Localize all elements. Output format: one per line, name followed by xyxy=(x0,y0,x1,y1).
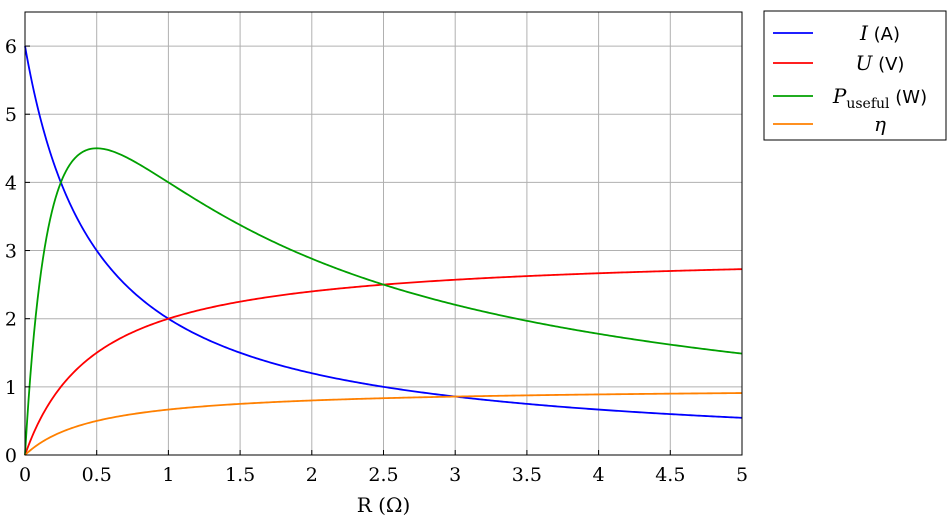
efficiency-series-line xyxy=(24,392,743,456)
x-axis-label: R (Ω) xyxy=(357,493,411,517)
legend-symbol: U xyxy=(856,51,874,75)
x-tick-label: 5 xyxy=(736,464,748,486)
legend-label: I (A) xyxy=(859,21,900,45)
y-tick-label: 4 xyxy=(5,172,17,194)
x-tick-label: 3.5 xyxy=(512,464,542,486)
legend-label: η xyxy=(874,112,886,136)
grid xyxy=(24,12,743,456)
x-tick-label: 1 xyxy=(162,464,174,486)
x-tick-label: 4 xyxy=(593,464,605,486)
x-tick-label: 2.5 xyxy=(368,464,398,486)
legend-symbol: η xyxy=(874,112,886,136)
current-series-line xyxy=(24,45,743,419)
series-lines xyxy=(24,45,743,456)
x-tick-label: 4.5 xyxy=(655,464,685,486)
legend-box xyxy=(763,10,947,141)
x-tick-label: 2 xyxy=(306,464,318,486)
legend-unit: (W) xyxy=(890,87,928,108)
legend-symbol: P xyxy=(832,84,847,108)
y-tick-label: 2 xyxy=(5,309,17,331)
legend: I (A) U (V) Puseful (W)η xyxy=(763,10,947,141)
y-tick-label: 3 xyxy=(5,241,17,263)
x-tick-label: 0 xyxy=(19,464,31,486)
legend-unit: (A) xyxy=(868,24,900,45)
x-tick-label: 3 xyxy=(449,464,461,486)
legend-subscript: useful xyxy=(846,96,890,112)
legend-label: U (V) xyxy=(856,51,905,75)
power-series-line xyxy=(24,147,743,456)
y-tick-label: 1 xyxy=(5,377,17,399)
y-tick-label: 5 xyxy=(5,104,17,126)
x-tick-labels: 0 0.5 1 1.5 2 2.5 3 3.5 4 4.5 5 xyxy=(19,450,748,486)
legend-symbol: I xyxy=(859,21,869,45)
y-tick-labels: 0 1 2 3 4 5 6 xyxy=(5,36,30,467)
x-tick-label: 0.5 xyxy=(82,464,112,486)
legend-label: Puseful (W) xyxy=(832,84,927,112)
y-tick-label: 6 xyxy=(5,36,17,58)
x-tick-label: 1.5 xyxy=(225,464,255,486)
y-tick-label: 0 xyxy=(5,445,17,467)
legend-unit: (V) xyxy=(872,54,904,75)
